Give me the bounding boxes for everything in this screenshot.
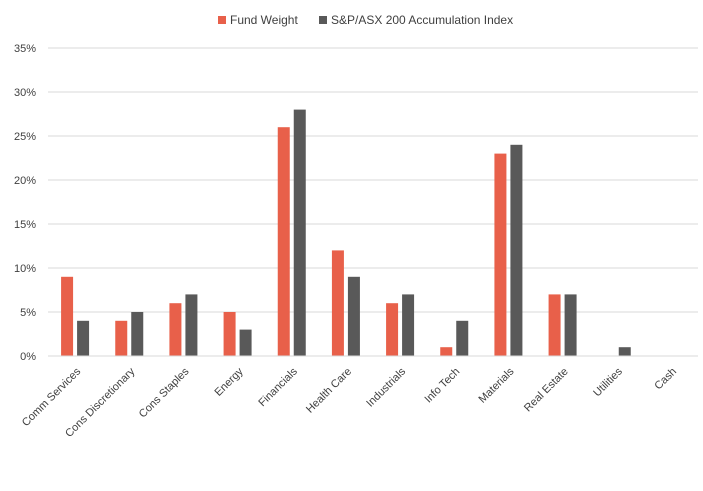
bar xyxy=(277,127,290,356)
bar xyxy=(510,144,523,356)
legend-label: S&P/ASX 200 Accumulation Index xyxy=(331,13,513,27)
bar xyxy=(440,347,453,356)
y-tick-label: 0% xyxy=(20,351,36,363)
y-tick-label: 25% xyxy=(14,131,36,143)
bar xyxy=(239,329,252,356)
x-tick-label: Materials xyxy=(476,365,516,405)
y-tick-label: 30% xyxy=(14,87,36,99)
y-tick-label: 20% xyxy=(14,175,36,187)
bar xyxy=(618,347,631,356)
y-tick-label: 5% xyxy=(20,307,36,319)
legend-swatch xyxy=(218,16,226,24)
x-tick-label: Cash xyxy=(652,366,679,393)
bar xyxy=(331,250,344,356)
bar xyxy=(347,276,360,356)
x-tick-label: Info Tech xyxy=(422,366,462,406)
bar xyxy=(494,153,507,356)
x-tick-label: Health Care xyxy=(304,366,354,416)
y-tick-label: 35% xyxy=(14,43,36,55)
y-tick-label: 10% xyxy=(14,263,36,275)
legend: Fund Weight S&P/ASX 200 Accumulation Inde… xyxy=(218,13,513,27)
x-tick-label: Real Estate xyxy=(522,366,571,415)
x-tick-label: Financials xyxy=(256,365,300,409)
bar xyxy=(386,303,399,356)
x-tick-label: Industrials xyxy=(364,365,408,409)
legend-swatch xyxy=(319,16,327,24)
gridlines xyxy=(48,47,698,313)
bar xyxy=(223,312,236,356)
x-tick-label: Cons Staples xyxy=(137,365,192,420)
y-tick-label: 15% xyxy=(14,219,36,231)
bar xyxy=(131,312,144,356)
bar xyxy=(115,320,128,356)
legend-label: Fund Weight xyxy=(230,13,298,27)
bar xyxy=(548,294,561,356)
bar xyxy=(402,294,415,356)
bar xyxy=(185,294,198,356)
y-axis-tick-labels: 0% 5% 10% 15% 20% 25% 30% 35% xyxy=(14,43,36,363)
bar xyxy=(456,320,469,356)
bar xyxy=(77,320,90,356)
x-tick-label: Energy xyxy=(213,365,246,398)
bars xyxy=(61,109,631,356)
bar xyxy=(293,109,306,356)
bar xyxy=(61,276,74,356)
bar xyxy=(169,303,182,356)
x-tick-label: Utilities xyxy=(591,365,625,399)
bar xyxy=(564,294,577,356)
